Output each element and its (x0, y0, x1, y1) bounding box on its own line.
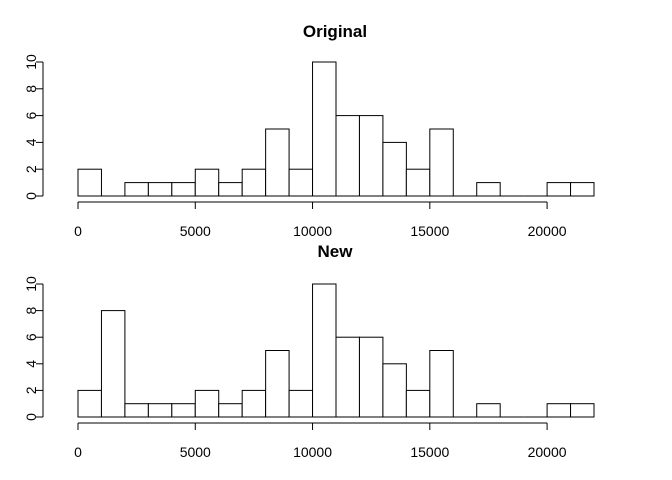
histogram-bar (570, 182, 595, 197)
histogram-bar (546, 403, 572, 418)
y-tick-label: 4 (23, 360, 39, 368)
histogram-bar (570, 403, 595, 418)
histogram-bar (358, 336, 384, 418)
y-tick-label: 6 (23, 111, 39, 119)
histogram-bar (429, 128, 454, 197)
histogram-bar (77, 389, 102, 418)
histogram-bar (124, 403, 149, 418)
histogram-bar (546, 182, 572, 197)
histogram-bar (218, 403, 243, 418)
histogram-bar (241, 389, 267, 418)
x-tick-label: 15000 (410, 223, 449, 239)
histogram-bar (147, 182, 173, 197)
histogram-bar (335, 115, 360, 197)
y-tick-label: 8 (23, 85, 39, 93)
y-tick-label: 4 (23, 138, 39, 146)
histogram-bar (171, 403, 196, 418)
x-tick-label: 5000 (180, 223, 211, 239)
histogram-bar (194, 389, 220, 418)
x-tick-label: 20000 (528, 223, 567, 239)
y-tick-label: 0 (23, 413, 39, 421)
chart-title: Original (303, 22, 367, 41)
y-tick-label: 6 (23, 333, 39, 341)
y-tick-label: 2 (23, 386, 39, 394)
histogram-bar (100, 310, 126, 418)
x-tick-label: 10000 (293, 444, 332, 460)
histogram-bar (312, 283, 337, 418)
histogram-bar (194, 168, 220, 197)
histogram-bar (147, 403, 173, 418)
histogram-bar (312, 61, 337, 197)
histogram-bar (288, 389, 314, 418)
x-tick-label: 0 (74, 223, 82, 239)
y-tick-label: 10 (23, 54, 39, 70)
x-tick-label: 0 (74, 444, 82, 460)
y-tick-label: 0 (23, 192, 39, 200)
y-tick-label: 8 (23, 306, 39, 314)
histogram-bar (382, 363, 407, 418)
chart-title: New (318, 242, 354, 261)
histogram-bar (335, 336, 360, 418)
x-tick-label: 5000 (180, 444, 211, 460)
x-tick-label: 20000 (528, 444, 567, 460)
x-tick-label: 10000 (293, 223, 332, 239)
histogram-bar (265, 350, 290, 418)
histogram-bar (429, 350, 454, 418)
histogram-bar (476, 403, 501, 418)
histogram-bar (288, 168, 314, 197)
histogram-bar (77, 168, 102, 197)
histogram-bar (171, 182, 196, 197)
y-tick-label: 2 (23, 165, 39, 173)
histogram-bar (241, 168, 267, 197)
histogram-bar (358, 115, 384, 197)
x-tick-label: 15000 (410, 444, 449, 460)
y-tick-label: 10 (23, 276, 39, 292)
histogram-bar (124, 182, 149, 197)
histogram-bar (382, 141, 407, 197)
histogram-bar (265, 128, 290, 197)
histogram-bar (405, 168, 431, 197)
histogram-bar (218, 182, 243, 197)
histogram-bar (476, 182, 501, 197)
histogram-bar (405, 389, 431, 418)
